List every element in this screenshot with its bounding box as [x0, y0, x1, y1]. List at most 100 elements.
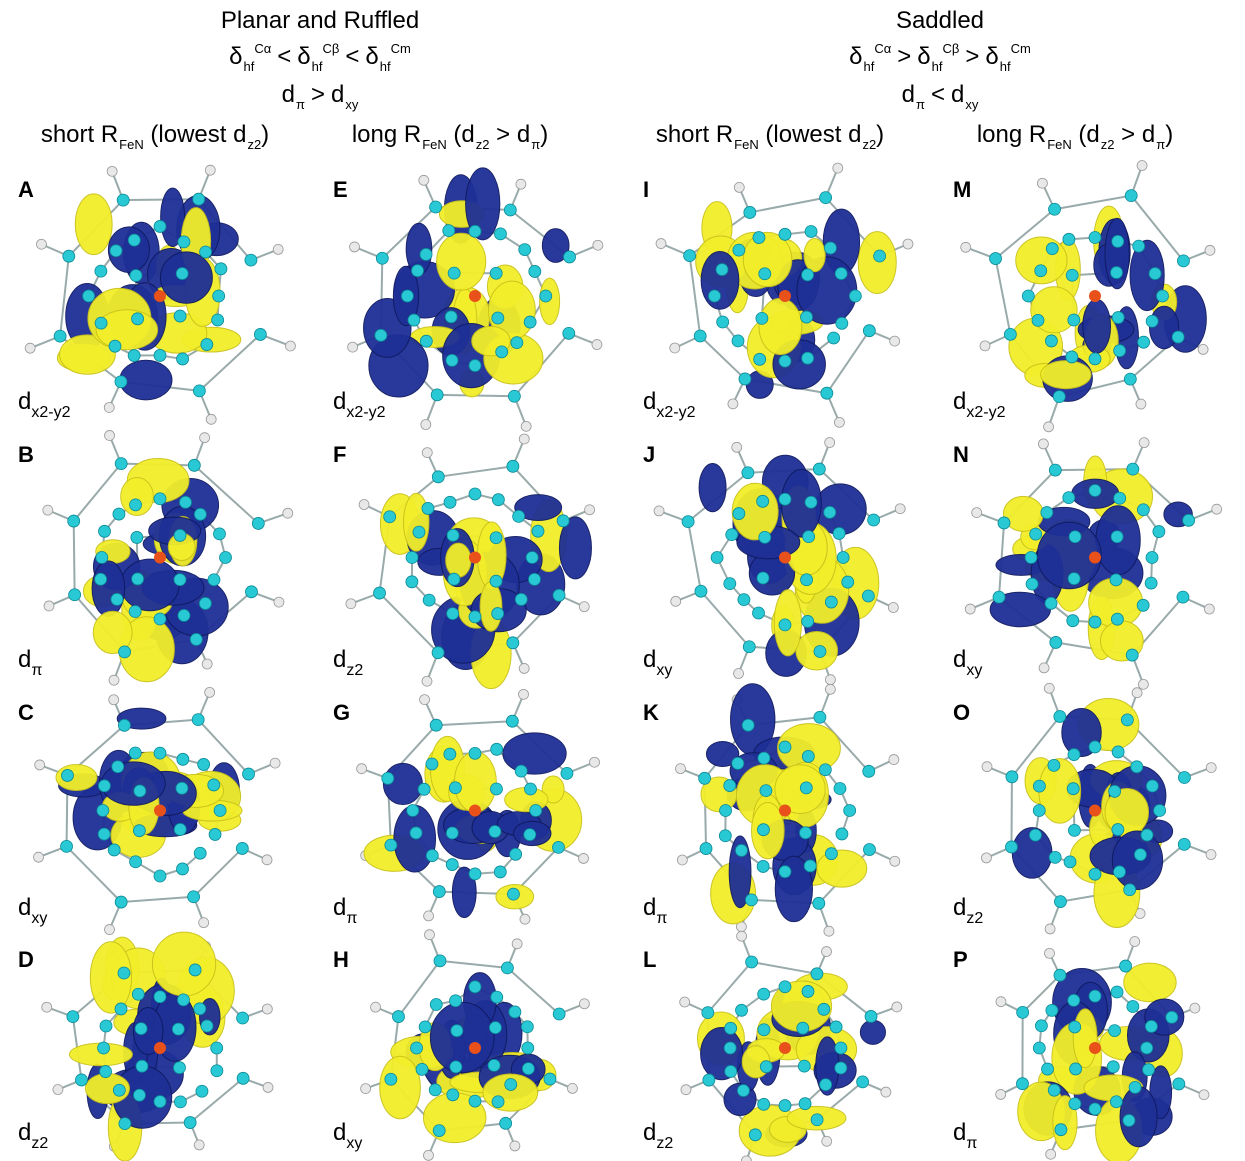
carbon-atom [492, 312, 504, 324]
orbital-lobe [817, 850, 867, 887]
carbon-atom [802, 352, 814, 364]
carbon-atom [1107, 1061, 1119, 1073]
carbon-atom [684, 250, 696, 262]
orbital-label: dxy [953, 646, 982, 679]
carbon-atom [432, 471, 444, 483]
carbon-atom [743, 641, 755, 653]
carbon-atom [507, 637, 519, 649]
carbon-atom [443, 225, 455, 237]
carbon-atom [154, 1096, 166, 1108]
subscript: z2 [862, 137, 876, 152]
carbon-atom [830, 1021, 842, 1033]
carbon-atom [1066, 269, 1078, 281]
hydrogen-atom [1212, 504, 1222, 514]
carbon-atom [237, 1012, 249, 1024]
orbital-label: dx2-y2 [953, 388, 1006, 421]
rich-text: long RFeN (dz2 > dπ) [977, 121, 1173, 152]
carbon-atom [491, 991, 503, 1003]
carbon-atom [1120, 960, 1132, 972]
carbon-atom [214, 805, 226, 817]
carbon-atom [733, 508, 745, 520]
carbon-atom [758, 1024, 770, 1036]
hydrogen-atom [262, 1004, 272, 1014]
hydrogen-atom [422, 448, 432, 458]
symbol: δ [985, 43, 998, 70]
carbon-atom [96, 552, 108, 564]
carbon-atom [384, 511, 396, 523]
rich-text: long RFeN (dz2 > dπ) [352, 121, 548, 152]
carbon-atom [779, 228, 791, 240]
carbon-atom [513, 510, 525, 522]
carbon-atom [757, 572, 769, 584]
carbon-atom [243, 768, 255, 780]
carbon-atom [519, 244, 531, 256]
carbon-atom [426, 850, 438, 862]
carbon-atom [842, 576, 854, 588]
hydrogen-atom [371, 1002, 381, 1012]
carbon-atom [131, 531, 143, 543]
iron-atom [154, 290, 166, 302]
bond [121, 897, 193, 902]
subscript: hf [932, 59, 943, 74]
panel-letter: D [18, 947, 34, 972]
orbital-label: dπ [953, 1119, 977, 1152]
carbon-atom [492, 494, 504, 506]
carbon-atom [115, 458, 127, 470]
carbon-atom [749, 1129, 761, 1141]
carbon-atom [540, 290, 552, 302]
carbon-atom [1133, 240, 1145, 252]
panel-letter: B [18, 442, 34, 467]
carbon-atom [385, 1073, 397, 1085]
carbon-atom [176, 863, 188, 875]
hydrogen-atom [348, 342, 358, 352]
carbon-atom [420, 335, 432, 347]
carbon-atom [708, 290, 720, 302]
carbon-atom [1156, 290, 1168, 302]
carbon-atom [1127, 463, 1139, 475]
hydrogen-atom [205, 165, 215, 175]
carbon-atom [61, 769, 73, 781]
carbon-atom [433, 1125, 445, 1137]
hydrogen-atom [262, 855, 272, 865]
text-run: (lowest d [759, 121, 862, 148]
carbon-atom [68, 515, 80, 527]
carbon-atom [130, 856, 142, 868]
carbon-atom [754, 353, 766, 365]
carbon-atom [174, 823, 186, 835]
subscript: π [1156, 137, 1165, 152]
carbon-atom [1127, 1001, 1139, 1013]
hydrogen-atom [671, 596, 681, 606]
orbital-lobe [454, 752, 496, 813]
bond [1055, 196, 1132, 210]
carbon-atom [469, 868, 481, 880]
panel-letter: A [18, 177, 34, 202]
carbon-atom [739, 373, 751, 385]
symbol: d [953, 388, 966, 415]
carbon-atom [1114, 492, 1126, 504]
bond [752, 962, 817, 974]
carbon-atom [801, 574, 813, 586]
symbol: d [643, 894, 656, 921]
subscript: FeN [119, 137, 144, 152]
carbon-atom [118, 719, 130, 731]
carbon-atom [1124, 373, 1136, 385]
iron-atom [1089, 552, 1101, 564]
carbon-atom [1178, 772, 1190, 784]
carbon-atom [716, 264, 728, 276]
carbon-atom [469, 488, 481, 500]
carbon-atom [863, 765, 875, 777]
carbon-atom [802, 750, 814, 762]
carbon-atom [759, 268, 771, 280]
superscript: Cβ [323, 41, 340, 56]
hydrogen-atom [510, 1141, 520, 1151]
carbon-atom [525, 783, 537, 795]
carbon-atom [128, 350, 140, 362]
hydrogen-atom [1044, 422, 1054, 432]
carbon-atom [507, 460, 519, 472]
subscript: hf [312, 59, 323, 74]
carbon-atom [553, 1008, 565, 1020]
carbon-atom [154, 349, 166, 361]
carbon-atom [1183, 514, 1195, 526]
hydrogen-atom [592, 340, 602, 350]
carbon-atom [1138, 336, 1150, 348]
